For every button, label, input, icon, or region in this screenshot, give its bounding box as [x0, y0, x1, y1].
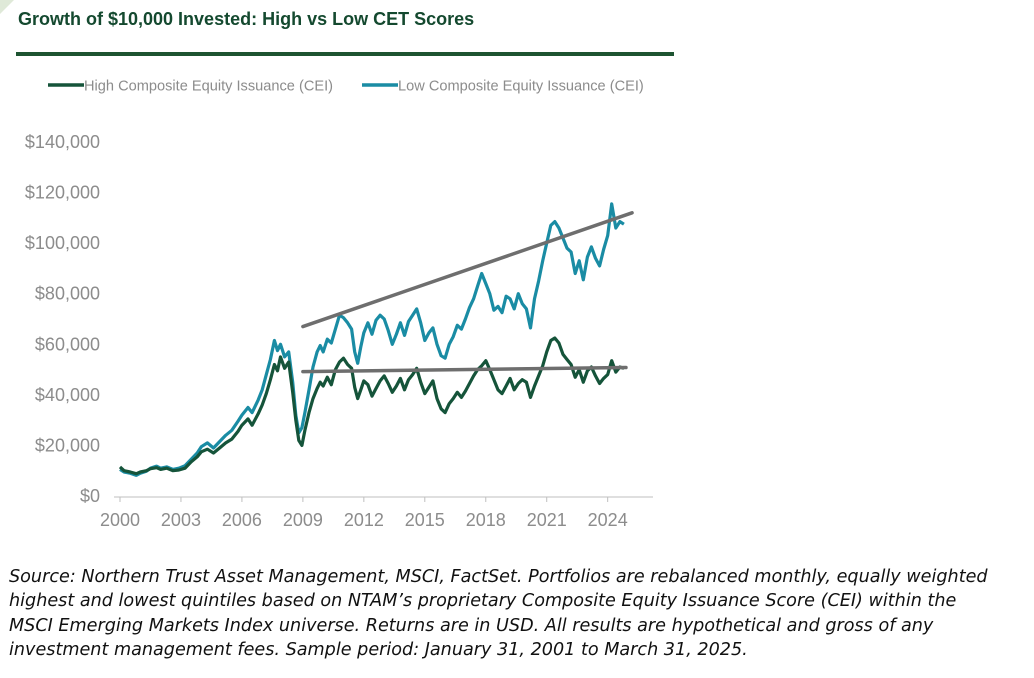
y-tick-label: $120,000	[25, 183, 100, 203]
source-note: Source: Northern Trust Asset Management,…	[9, 567, 988, 660]
x-tick-label: 2009	[283, 510, 323, 530]
corner-accent	[0, 0, 14, 14]
y-tick-label: $140,000	[25, 132, 100, 152]
y-tick-label: $60,000	[35, 334, 100, 354]
page-title: Growth of $10,000 Invested: High vs Low …	[18, 9, 475, 29]
series-line	[119, 202, 625, 477]
chart-series	[118, 202, 625, 477]
legend-label: High Composite Equity Issuance (CEI)	[84, 79, 333, 95]
y-axis: $0 $20,000 $40,000 $60,000 $80,000 $100,000 $1…	[25, 132, 100, 506]
y-tick-label: $20,000	[35, 435, 100, 455]
trend-lines	[301, 211, 634, 374]
series-line	[118, 336, 625, 476]
trend-line	[301, 365, 628, 374]
x-tick-label: 2018	[466, 510, 506, 530]
x-tick-label: 2024	[588, 510, 628, 530]
x-tick-label: 2003	[161, 510, 201, 530]
legend-label: Low Composite Equity Issuance (CEI)	[398, 79, 644, 95]
trend-line	[301, 211, 634, 329]
chart-legend: High Composite Equity Issuance (CEI) Low …	[48, 79, 644, 95]
y-tick-label: $0	[80, 486, 100, 506]
title-underline	[16, 52, 674, 56]
x-tick-label: 2015	[405, 510, 445, 530]
y-tick-label: $40,000	[35, 385, 100, 405]
y-tick-label: $80,000	[35, 284, 100, 304]
x-tick-label: 2021	[527, 510, 567, 530]
y-tick-label: $100,000	[25, 233, 100, 253]
x-tick-label: 2012	[344, 510, 384, 530]
x-axis: 2000 2003 2006 2009 2012 2015 2018 2021 2024	[100, 496, 653, 530]
x-tick-label: 2000	[100, 510, 140, 530]
x-tick-label: 2006	[222, 510, 262, 530]
growth-line-chart: High Composite Equity Issuance (CEI) Low …	[25, 79, 653, 530]
